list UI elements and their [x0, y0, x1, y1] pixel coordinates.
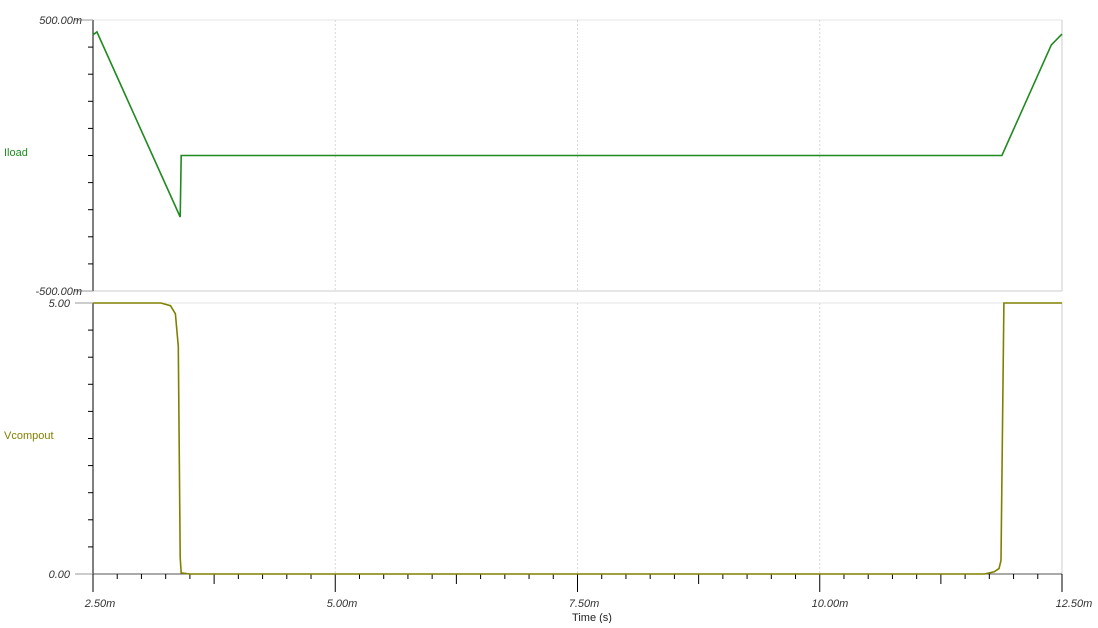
x-axis-label: Time (s)	[572, 612, 612, 623]
y-axis-label-iload: Iload	[4, 147, 28, 159]
grid	[93, 19, 1063, 574]
axes	[75, 19, 1063, 592]
xtick-label: 5.00m	[327, 598, 358, 610]
xtick-label: 2.50m	[84, 598, 116, 610]
xtick-label: 12.50m	[1056, 598, 1093, 610]
ytick-bottom-max: 5.00	[49, 298, 71, 310]
y-axis-label-vcompout: Vcompout	[4, 430, 54, 442]
ytick-top-max: 500.00m	[39, 15, 82, 27]
xtick-label: 7.50m	[569, 598, 600, 610]
series-line-vcompout	[93, 302, 1062, 575]
labels: Iload Vcompout 500.00m -500.00m 5.00 0.0…	[4, 15, 1093, 624]
ytick-top-min: -500.00m	[36, 286, 82, 298]
ytick-bottom-min: 0.00	[49, 569, 71, 581]
xtick-label: 10.00m	[812, 598, 849, 610]
series-line-iload	[92, 30, 1063, 218]
traces	[92, 30, 1063, 575]
